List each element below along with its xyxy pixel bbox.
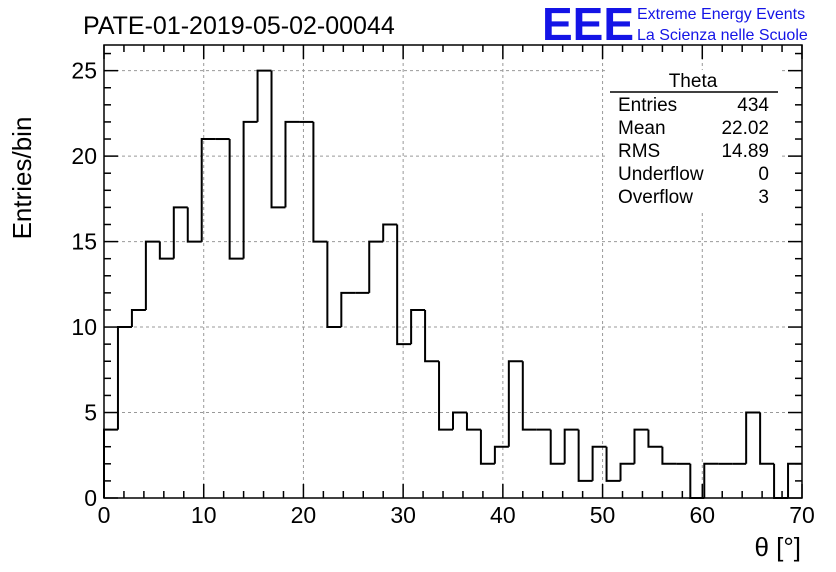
stat-label-overflow: Overflow — [618, 187, 693, 208]
stat-label-rms: RMS — [618, 141, 660, 162]
histogram-bin — [619, 462, 635, 481]
x-tick-label: 60 — [689, 502, 715, 528]
histogram-bin — [759, 412, 775, 465]
stat-label-underflow: Underflow — [618, 164, 704, 185]
stats-box: Theta Entries 434 Mean 22.02 RMS 14.89 U… — [608, 70, 780, 210]
histogram-bin — [228, 139, 244, 260]
histogram-bin — [144, 240, 160, 310]
x-tick-label: 10 — [191, 502, 217, 528]
x-axis-label: θ [°] — [754, 532, 801, 562]
x-tick-label: 70 — [789, 502, 815, 528]
histogram-bin — [326, 241, 342, 329]
stat-label-mean: Mean — [618, 118, 666, 139]
histogram-bin — [493, 445, 509, 464]
stat-value-entries: 434 — [737, 95, 769, 116]
y-tick-label: 20 — [71, 143, 97, 169]
histogram-bin — [438, 361, 453, 431]
histogram-bin — [661, 446, 677, 465]
histogram-bin — [410, 308, 426, 345]
histogram-bin — [591, 445, 607, 481]
stat-value-rms: 14.89 — [721, 141, 769, 162]
histogram-bin — [284, 120, 300, 208]
histogram-bin — [647, 429, 663, 448]
y-tick-label: 15 — [71, 229, 97, 255]
histogram-bin — [507, 360, 523, 447]
y-tick-label: 0 — [84, 485, 97, 511]
stats-box-title: Theta — [669, 71, 718, 92]
y-axis-label: Entries/bin — [7, 117, 37, 240]
histogram-bin — [116, 326, 132, 430]
histogram-bin — [256, 69, 272, 122]
histogram-series — [103, 69, 802, 499]
histogram-bin — [605, 446, 621, 482]
logo-line-1: Extreme Energy Events — [637, 6, 805, 23]
histogram-bin — [130, 308, 146, 328]
axis-ticks — [103, 45, 803, 499]
histogram-bin — [479, 429, 495, 465]
histogram-bin — [270, 70, 286, 209]
run-title: PATE-01-2019-05-02-00044 — [83, 12, 395, 40]
stat-label-entries: Entries — [618, 95, 677, 116]
stat-value-overflow: 3 — [758, 187, 769, 208]
y-tick-label: 25 — [71, 58, 97, 84]
histogram-bin — [340, 291, 356, 328]
histogram-bin — [633, 428, 649, 464]
logo-line-2: La Scienza nelle Scuole — [637, 27, 808, 44]
histogram-bin — [186, 207, 202, 243]
stat-value-underflow: 0 — [758, 164, 769, 185]
histogram-bin — [521, 361, 537, 431]
histogram-bin — [465, 412, 481, 431]
y-tick-label: 5 — [84, 400, 97, 426]
histogram-bin — [549, 429, 565, 465]
stats-box-background — [608, 70, 780, 210]
histogram-bin — [312, 121, 328, 243]
histogram-bin — [452, 411, 467, 430]
eee-logo-mark: EEE — [542, 0, 634, 50]
histogram-bin — [158, 241, 174, 260]
histogram-bin — [396, 224, 412, 346]
plot-frame — [103, 44, 803, 499]
histogram-bin — [200, 138, 216, 242]
x-tick-label: 30 — [390, 502, 416, 528]
x-tick-label: 40 — [490, 502, 516, 528]
histogram-bin — [563, 428, 579, 464]
histogram-bin — [703, 462, 719, 498]
histogram-bin — [172, 206, 188, 259]
histogram-bin — [773, 463, 789, 499]
histogram-bin — [424, 309, 440, 363]
histogram-bin — [368, 240, 384, 293]
y-tick-label: 10 — [71, 314, 97, 340]
x-tick-label: 50 — [590, 502, 616, 528]
histogram-bin — [382, 223, 398, 242]
x-tick-label: 0 — [98, 502, 111, 528]
histogram-bin — [242, 120, 258, 259]
histogram-bin — [577, 429, 593, 482]
histogram-bin — [745, 411, 761, 464]
x-tick-label: 20 — [291, 502, 317, 528]
stat-value-mean: 22.02 — [721, 118, 769, 139]
